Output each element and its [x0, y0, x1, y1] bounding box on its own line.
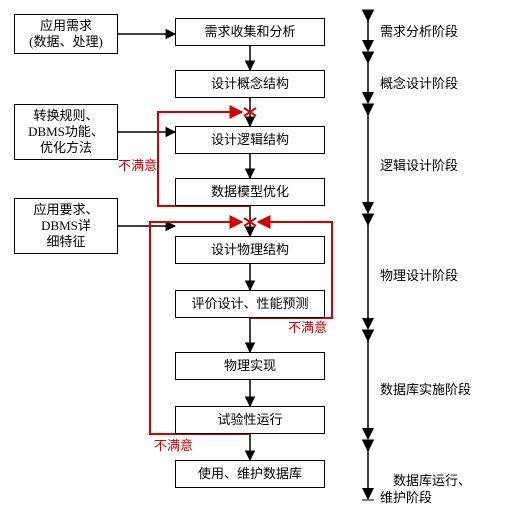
step-label: 设计物理结构 [211, 242, 289, 258]
step-label: 试验性运行 [217, 412, 282, 428]
step-label: 设计概念结构 [211, 76, 289, 92]
diagram-stage: 应用需求(数据、处理) 转换规则、DBMS功能、优化方法 应用要求、DBMS详细… [0, 0, 517, 511]
phase-run-maintain: 数据库运行、维护阶段 [380, 456, 471, 524]
step-implement: 物理实现 [175, 352, 325, 380]
phase-logical: 逻辑设计阶段 [380, 158, 458, 175]
step-label: 设计逻辑结构 [211, 132, 289, 148]
note-conversion-rules: 转换规则、DBMS功能、优化方法 [14, 104, 118, 160]
feedback-label-3: 不满意 [154, 438, 193, 455]
note-app-requirements: 应用需求(数据、处理) [14, 14, 118, 54]
step-label: 需求收集和分析 [204, 24, 295, 40]
feedback-label-2: 不满意 [288, 320, 327, 337]
step-logical: 设计逻辑结构 [175, 126, 325, 154]
step-requirements: 需求收集和分析 [175, 18, 325, 46]
step-use-maintain: 使用、维护数据库 [175, 460, 325, 488]
step-evaluate: 评价设计、性能预测 [175, 290, 325, 318]
step-label: 使用、维护数据库 [198, 466, 302, 482]
note-dbms-features: 应用要求、DBMS详细特征 [14, 198, 118, 254]
phase-requirements: 需求分析阶段 [380, 24, 458, 41]
note-text: 应用要求、DBMS详细特征 [33, 202, 98, 251]
phase-implement: 数据库实施阶段 [380, 382, 471, 399]
phase-conceptual: 概念设计阶段 [380, 76, 458, 93]
note-text: 转换规则、DBMS功能、优化方法 [28, 108, 104, 157]
step-conceptual: 设计概念结构 [175, 70, 325, 98]
step-label: 数据模型优化 [211, 184, 289, 200]
step-label: 评价设计、性能预测 [191, 296, 308, 312]
step-physical: 设计物理结构 [175, 236, 325, 264]
step-model-optimize: 数据模型优化 [175, 178, 325, 206]
step-trial-run: 试验性运行 [175, 406, 325, 434]
feedback-label-1: 不满意 [118, 158, 157, 175]
phase-physical: 物理设计阶段 [380, 268, 458, 285]
note-text: 应用需求(数据、处理) [29, 18, 103, 51]
step-label: 物理实现 [224, 358, 276, 374]
